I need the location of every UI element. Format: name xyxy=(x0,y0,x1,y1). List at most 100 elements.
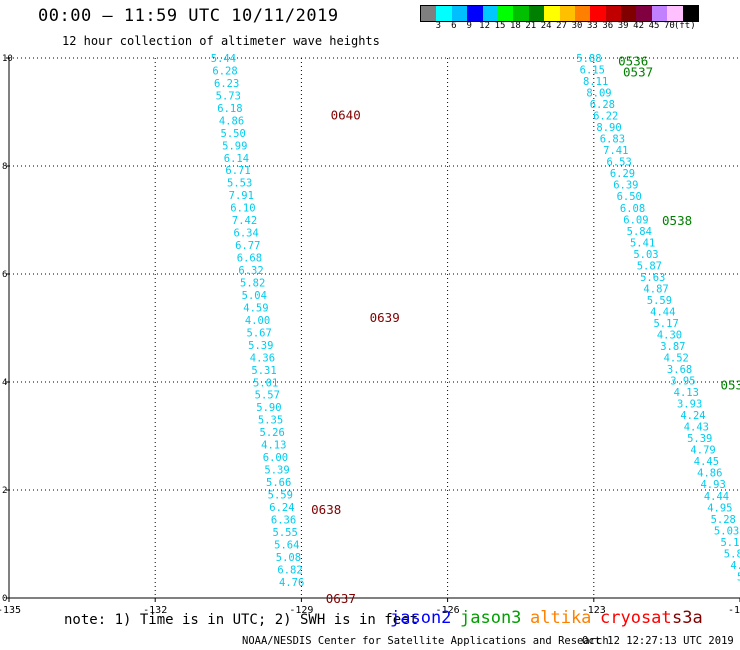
legend-jason3: jason3 xyxy=(460,608,522,628)
swh-label: 4.86 xyxy=(697,468,722,480)
time-label: 0536 xyxy=(618,54,648,69)
colorbar-label: 9 xyxy=(466,21,472,31)
colorbar-label: 3 xyxy=(435,21,442,31)
swh-label: 4.44 xyxy=(650,306,675,318)
colorbar-label: 36 xyxy=(602,21,614,31)
swh-label: 6.36 xyxy=(271,514,296,526)
swh-label: 3.93 xyxy=(677,399,702,411)
time-label: 0639 xyxy=(370,310,400,325)
swh-label: 5.57 xyxy=(255,390,280,402)
swh-label: 6.10 xyxy=(230,203,255,215)
swh-label: 8.09 xyxy=(586,88,611,100)
swh-label: 3.68 xyxy=(667,364,692,376)
swh-label: 5.67 xyxy=(247,327,272,339)
swh-label: 6.32 xyxy=(238,265,263,277)
colorbar-swatch xyxy=(605,6,622,21)
y-tick-label: 2 xyxy=(2,486,7,496)
swh-label: 5.73 xyxy=(216,90,241,102)
chart-title: 00:00 – 11:59 UTC 10/11/2019 xyxy=(38,6,339,26)
x-tick-label: -135 xyxy=(0,605,21,616)
swh-label: 5.82 xyxy=(240,277,265,289)
colorbar-label: 27 xyxy=(556,21,568,31)
swh-label: 5.39 xyxy=(687,433,712,445)
swh-label: 6.09 xyxy=(623,214,648,226)
swh-label: 4.30 xyxy=(657,329,682,341)
swh-label: 5.1 xyxy=(720,537,739,549)
colorbar-label: 6 xyxy=(451,21,457,31)
swh-label: 5 xyxy=(737,571,740,583)
colorbar-label: 18 xyxy=(509,21,521,31)
swh-label: 4.87 xyxy=(643,283,668,295)
swh-label: 6.14 xyxy=(224,153,249,165)
colorbar-swatch xyxy=(513,6,529,21)
chart-subtitle: 12 hour collection of altimeter wave hei… xyxy=(62,34,380,48)
swh-label: 6.82 xyxy=(277,564,302,576)
swh-label: 4.76 xyxy=(279,577,304,589)
swh-label: 5.90 xyxy=(256,402,281,414)
colorbar-swatch xyxy=(451,6,468,21)
swh-label: 5.01 xyxy=(253,377,278,389)
swh-label: 4.86 xyxy=(219,115,244,127)
swh-label: 6.68 xyxy=(237,253,262,265)
swh-label: 6.77 xyxy=(235,240,260,252)
swh-label: 5.8 xyxy=(724,548,740,560)
swh-label: 5.17 xyxy=(653,318,678,330)
footer-timestamp: Oct 12 12:27:13 UTC 2019 xyxy=(582,635,734,647)
colorbar-label: 15 xyxy=(494,21,506,31)
footer-credit: NOAA/NESDIS Center for Satellite Applica… xyxy=(242,635,609,647)
swh-label: 6.39 xyxy=(613,180,638,192)
swh-label: 5.39 xyxy=(264,465,289,477)
swh-label: 4.43 xyxy=(684,422,709,434)
swh-label: 6.00 xyxy=(263,452,288,464)
swh-label: 4.45 xyxy=(694,456,719,468)
swh-label: 7.91 xyxy=(229,190,254,202)
legend-cryosat: cryosat xyxy=(600,608,672,628)
swh-label: 4.24 xyxy=(680,410,705,422)
colorbar-label: 12 xyxy=(479,21,491,31)
y-tick-label: 0 xyxy=(2,594,7,604)
time-label: 053 xyxy=(721,378,740,393)
colorbar-swatch xyxy=(621,6,637,21)
colorbar-label: 42 xyxy=(633,21,645,31)
swh-label: 6.28 xyxy=(212,65,237,77)
swh-label: 8.11 xyxy=(583,76,608,88)
swh-label: 5.59 xyxy=(268,490,293,502)
time-label: 0640 xyxy=(331,108,361,123)
colorbar-label: 45 xyxy=(648,21,660,31)
colorbar-swatch xyxy=(544,6,560,21)
x-tick-label: -132 xyxy=(143,605,167,616)
swh-label: 7.41 xyxy=(603,145,628,157)
swh-label: 4.95 xyxy=(707,502,732,514)
colorbar-swatch xyxy=(467,6,483,21)
colorbar-swatch xyxy=(559,6,575,21)
colorbar-label: 70 xyxy=(663,21,675,31)
colorbar-label: 39 xyxy=(617,21,629,31)
time-label: 0638 xyxy=(311,502,341,517)
swh-label: 4.79 xyxy=(690,445,715,457)
colorbar xyxy=(420,5,700,22)
colorbar-label: 30 xyxy=(571,21,583,31)
swh-label: 8.90 xyxy=(596,122,621,134)
swh-label: 5.35 xyxy=(258,415,283,427)
swh-label: 4.36 xyxy=(250,352,275,364)
swh-label: 5.03 xyxy=(714,525,739,537)
y-tick-label: 6 xyxy=(2,270,7,280)
swh-label: 3.95 xyxy=(670,376,695,388)
swh-label: 5.55 xyxy=(273,527,298,539)
swh-label: 5.26 xyxy=(260,427,285,439)
swh-label: 4.93 xyxy=(700,479,725,491)
swh-label: 5.31 xyxy=(251,365,276,377)
note-text: note: 1) Time is in UTC; 2) SWH is in fe… xyxy=(64,612,419,628)
colorbar-label: (ft) xyxy=(673,21,696,31)
colorbar-swatch xyxy=(667,6,683,21)
swh-label: 6.28 xyxy=(590,99,615,111)
swh-label: 5.99 xyxy=(222,140,247,152)
swh-label: 6.15 xyxy=(580,65,605,77)
swh-label: 4.13 xyxy=(674,387,699,399)
swh-label: 5.04 xyxy=(242,290,267,302)
colorbar-label: 33 xyxy=(586,21,598,31)
x-tick-label: -129 xyxy=(289,605,313,616)
y-tick-label: 8 xyxy=(2,162,7,172)
swh-label: 4.44 xyxy=(704,491,729,503)
